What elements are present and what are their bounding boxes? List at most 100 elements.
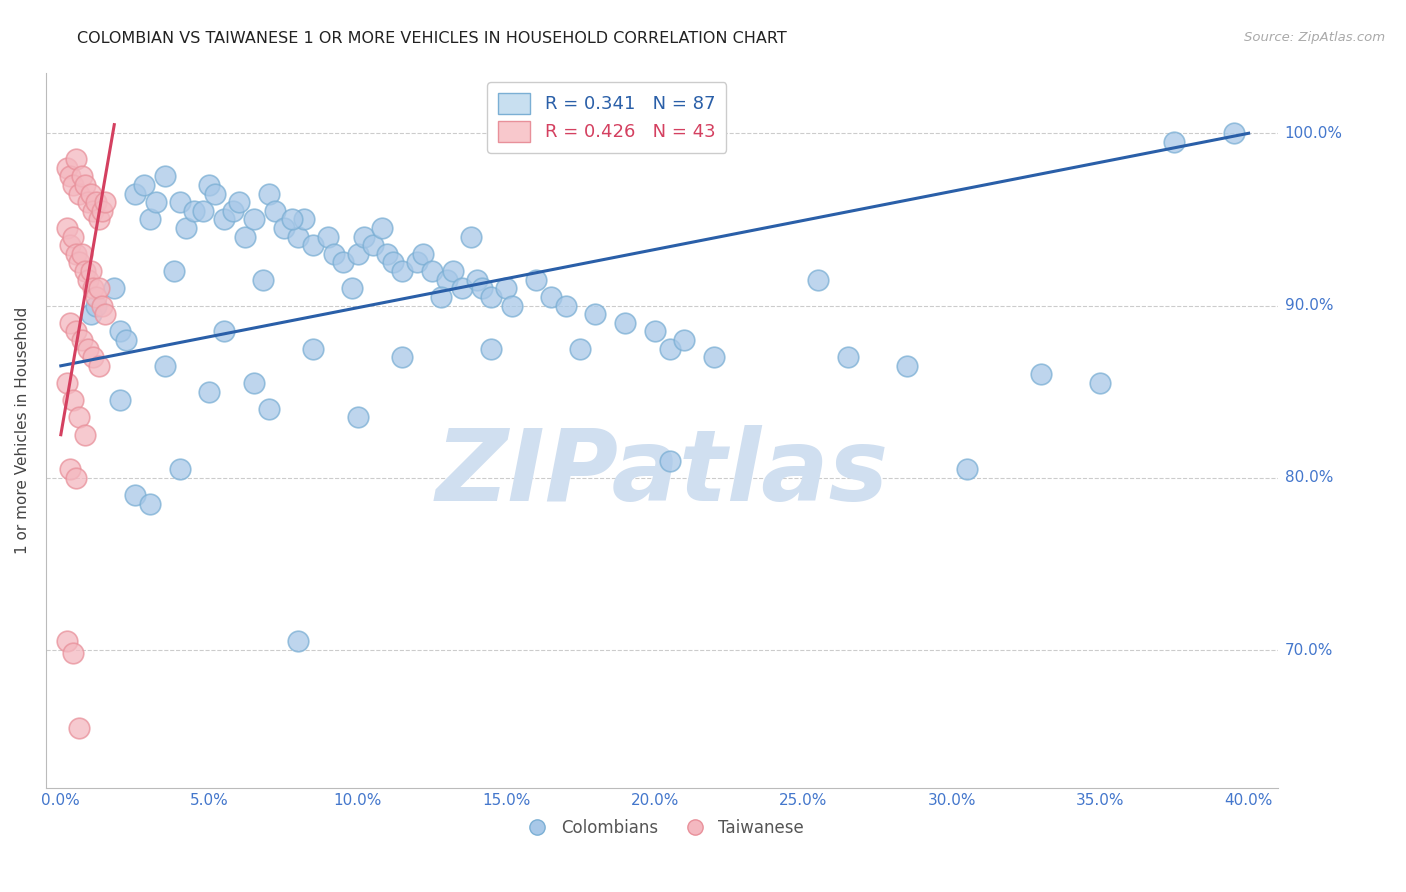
Point	[86, 290, 108, 304]
Point	[391, 350, 413, 364]
Point	[465, 273, 488, 287]
Point	[583, 307, 606, 321]
Point	[55, 634, 77, 648]
Point	[89, 281, 111, 295]
Point	[287, 634, 309, 648]
Point	[79, 264, 101, 278]
Point	[243, 376, 266, 390]
Point	[62, 647, 84, 661]
Point	[614, 316, 637, 330]
Point	[55, 161, 77, 175]
Point	[67, 410, 90, 425]
Point	[65, 324, 87, 338]
Y-axis label: 1 or more Vehicles in Household: 1 or more Vehicles in Household	[15, 307, 30, 554]
Point	[103, 281, 125, 295]
Point	[139, 212, 162, 227]
Point	[658, 342, 681, 356]
Point	[837, 350, 859, 364]
Text: ZIPatlas: ZIPatlas	[436, 425, 889, 522]
Point	[198, 178, 221, 192]
Point	[67, 186, 90, 201]
Point	[471, 281, 494, 295]
Point	[896, 359, 918, 373]
Point	[257, 186, 280, 201]
Point	[65, 247, 87, 261]
Point	[59, 316, 82, 330]
Point	[70, 247, 93, 261]
Point	[76, 273, 98, 287]
Point	[222, 203, 245, 218]
Point	[70, 169, 93, 184]
Point	[361, 238, 384, 252]
Point	[76, 195, 98, 210]
Point	[108, 324, 131, 338]
Point	[169, 195, 191, 210]
Point	[323, 247, 346, 261]
Point	[955, 462, 977, 476]
Point	[145, 195, 167, 210]
Point	[524, 273, 547, 287]
Point	[382, 255, 405, 269]
Point	[193, 203, 215, 218]
Point	[67, 721, 90, 735]
Point	[495, 281, 517, 295]
Point	[79, 186, 101, 201]
Point	[302, 238, 325, 252]
Point	[73, 264, 96, 278]
Point	[501, 299, 523, 313]
Point	[82, 281, 104, 295]
Point	[1029, 368, 1052, 382]
Point	[62, 229, 84, 244]
Point	[153, 359, 176, 373]
Point	[436, 273, 458, 287]
Point	[281, 212, 304, 227]
Point	[91, 299, 114, 313]
Point	[673, 333, 696, 347]
Point	[139, 497, 162, 511]
Legend: Colombians, Taiwanese: Colombians, Taiwanese	[515, 813, 810, 844]
Point	[430, 290, 453, 304]
Point	[346, 410, 368, 425]
Point	[481, 290, 503, 304]
Point	[302, 342, 325, 356]
Point	[1088, 376, 1111, 390]
Point	[243, 212, 266, 227]
Point	[481, 342, 503, 356]
Text: COLOMBIAN VS TAIWANESE 1 OR MORE VEHICLES IN HOUSEHOLD CORRELATION CHART: COLOMBIAN VS TAIWANESE 1 OR MORE VEHICLE…	[77, 31, 787, 46]
Point	[273, 221, 295, 235]
Point	[73, 427, 96, 442]
Point	[59, 462, 82, 476]
Point	[252, 273, 274, 287]
Point	[1223, 126, 1246, 140]
Point	[55, 376, 77, 390]
Point	[406, 255, 429, 269]
Point	[257, 401, 280, 416]
Point	[420, 264, 443, 278]
Point	[554, 299, 576, 313]
Point	[124, 186, 146, 201]
Point	[391, 264, 413, 278]
Point	[55, 221, 77, 235]
Point	[212, 324, 235, 338]
Text: 90.0%: 90.0%	[1285, 298, 1333, 313]
Point	[212, 212, 235, 227]
Point	[70, 333, 93, 347]
Point	[169, 462, 191, 476]
Point	[82, 350, 104, 364]
Point	[198, 384, 221, 399]
Point	[340, 281, 363, 295]
Point	[124, 488, 146, 502]
Point	[65, 152, 87, 166]
Point	[163, 264, 186, 278]
Point	[67, 255, 90, 269]
Point	[703, 350, 725, 364]
Point	[292, 212, 315, 227]
Point	[287, 229, 309, 244]
Point	[65, 471, 87, 485]
Point	[108, 393, 131, 408]
Point	[228, 195, 250, 210]
Point	[233, 229, 256, 244]
Point	[353, 229, 375, 244]
Point	[79, 307, 101, 321]
Point	[132, 178, 155, 192]
